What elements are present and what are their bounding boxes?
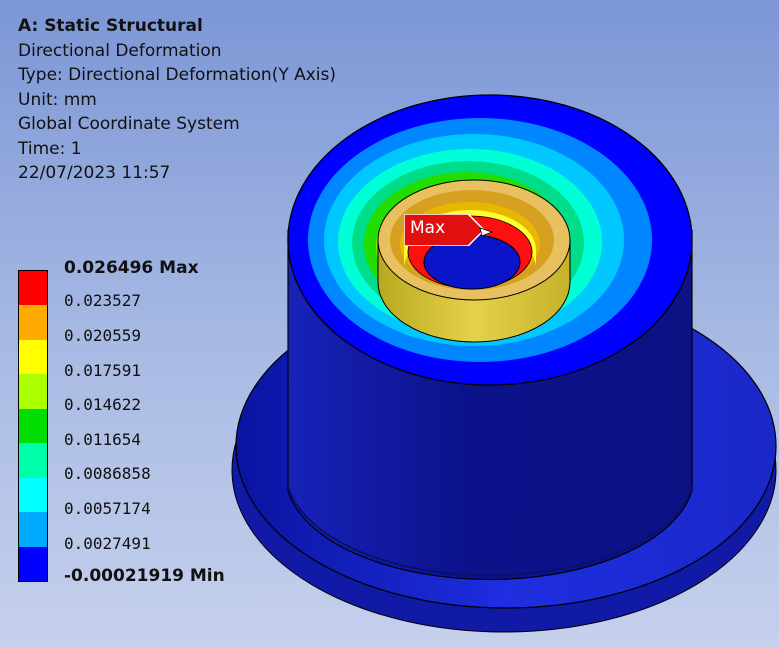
- legend-value: 0.023527: [64, 291, 142, 310]
- legend-color-swatch: [19, 339, 47, 375]
- legend-value: 0.011654: [64, 430, 142, 449]
- legend-color-swatch: [19, 443, 47, 479]
- analysis-title: A: Static Structural: [18, 16, 203, 36]
- probe-text: Max: [410, 218, 446, 238]
- result-info-block: A: Static Structural Directional Deforma…: [18, 14, 336, 186]
- boss-ring: [377, 179, 571, 343]
- legend-value: 0.0057174: [64, 499, 151, 518]
- legend-max-label: 0.026496 Max: [64, 258, 199, 278]
- legend-value: 0.0027491: [64, 534, 151, 553]
- legend-color-swatch: [19, 477, 47, 513]
- legend-color-bar: [18, 270, 48, 582]
- legend-color-swatch: [19, 271, 47, 306]
- result-unit: Unit: mm: [18, 89, 97, 110]
- legend-color-swatch: [19, 374, 47, 410]
- legend-min-label: -0.00021919 Min: [64, 566, 225, 586]
- legend-value: 0.017591: [64, 361, 142, 380]
- legend-value: 0.020559: [64, 326, 142, 345]
- probe-flag-icon: [404, 214, 494, 246]
- max-probe-label[interactable]: Max: [404, 214, 494, 246]
- legend-color-swatch: [19, 305, 47, 341]
- legend-color-swatch: [19, 512, 47, 548]
- legend-value: 0.0086858: [64, 464, 151, 483]
- result-name: Directional Deformation: [18, 40, 222, 61]
- legend-value: 0.014622: [64, 395, 142, 414]
- result-type: Type: Directional Deformation(Y Axis): [18, 65, 337, 85]
- result-time: Time: 1: [18, 138, 82, 159]
- legend-color-swatch: [19, 546, 47, 582]
- legend-color-swatch: [19, 408, 47, 444]
- coordinate-system: Global Coordinate System: [18, 114, 240, 134]
- result-date: 22/07/2023 11:57: [18, 163, 171, 183]
